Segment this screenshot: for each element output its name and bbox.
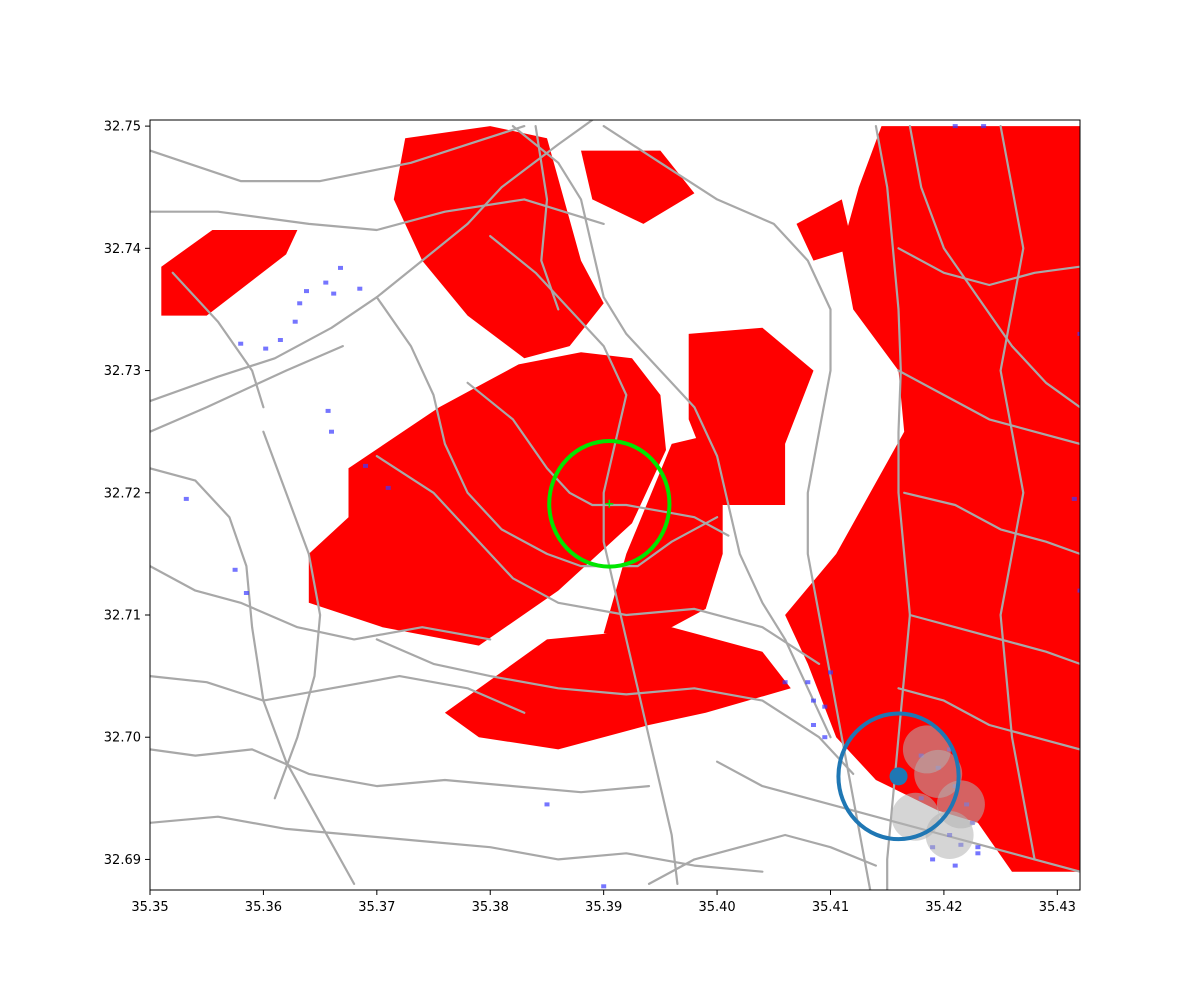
target-radius-circle — [547, 438, 672, 569]
building-footprint — [243, 591, 249, 595]
road-line — [150, 467, 356, 886]
building-footprint — [805, 680, 811, 685]
axes-frame — [149, 119, 1081, 891]
building-footprint — [292, 319, 298, 324]
road-line — [897, 369, 1080, 445]
x-tick-label: 35.41 — [812, 900, 849, 915]
building-footprint — [828, 670, 833, 675]
y-tick-label: 32.70 — [104, 731, 141, 746]
x-tick-label: 35.42 — [925, 900, 962, 915]
building-footprint — [338, 265, 343, 270]
building-footprint — [1077, 331, 1080, 336]
road-line — [150, 120, 594, 403]
building-footprint — [1077, 588, 1080, 593]
x-tick-label: 35.39 — [585, 900, 622, 915]
building-footprint — [601, 884, 607, 889]
building-footprint — [822, 704, 828, 709]
road-line — [466, 381, 730, 537]
road-line — [150, 815, 764, 873]
building-footprint — [782, 680, 788, 685]
building-footprint — [822, 735, 828, 740]
x-tick-label: 35.37 — [358, 900, 395, 915]
road-line — [150, 674, 526, 714]
x-tick-label: 35.40 — [698, 900, 735, 915]
y-tick-label: 32.72 — [104, 486, 141, 501]
burned-area-patch — [308, 352, 666, 646]
building-footprint — [277, 338, 283, 342]
road-line — [897, 687, 1080, 751]
y-tick-label: 32.74 — [104, 242, 141, 257]
building-footprint — [952, 124, 958, 129]
burned-area-patch — [904, 248, 956, 395]
building-footprint — [183, 496, 189, 501]
road-line — [150, 345, 344, 433]
road-line — [903, 491, 1080, 556]
road-line — [999, 124, 1036, 861]
road-line — [602, 124, 872, 890]
x-tick-label: 35.36 — [245, 900, 282, 915]
building-footprint — [323, 280, 329, 285]
building-footprint — [975, 851, 981, 856]
building-footprint — [811, 698, 816, 703]
road-line — [489, 235, 679, 886]
y-tick-label: 32.75 — [104, 120, 141, 135]
road-line — [874, 124, 912, 890]
building-footprint — [385, 485, 391, 490]
road-line — [262, 430, 322, 800]
road-line — [150, 748, 651, 794]
burned-area-patch — [688, 327, 814, 505]
road-line — [150, 198, 605, 232]
x-axis: 35.35 35.36 35.37 35.38 35.39 35.40 35.41 35.42… — [131, 890, 1076, 915]
building-footprint — [811, 723, 816, 727]
burned-area-patch — [444, 627, 791, 750]
x-tick-label: 35.43 — [1039, 900, 1076, 915]
road-line — [647, 833, 878, 886]
building-footprint — [357, 286, 363, 291]
building-footprint — [329, 429, 334, 434]
x-tick-label: 35.35 — [131, 900, 168, 915]
town-radius-circle — [836, 711, 961, 842]
y-tick-label: 32.71 — [104, 609, 141, 624]
building-footprint — [331, 291, 337, 296]
building-footprint — [952, 863, 958, 868]
burned-area-patch — [796, 199, 854, 261]
building-footprint — [232, 567, 238, 572]
town-center-dot — [889, 767, 908, 786]
plot-area — [150, 120, 1080, 890]
burned-area-patch — [161, 230, 298, 316]
building-footprint — [981, 124, 987, 129]
road-line — [534, 124, 560, 311]
marker-layer — [547, 438, 985, 859]
building-footprint — [304, 289, 309, 294]
road-line — [897, 247, 1080, 287]
y-tick-label: 32.69 — [104, 853, 141, 868]
building-footprint — [297, 301, 303, 306]
road-line — [375, 638, 855, 776]
road-line — [511, 124, 832, 739]
building-footprint — [544, 802, 550, 807]
y-tick-label: 32.73 — [104, 364, 141, 379]
road-line — [171, 271, 265, 409]
y-axis: 32.69 32.70 32.71 32.72 32.73 32.74 32.75 — [104, 120, 150, 868]
road-line — [375, 455, 821, 666]
burned-area-patch — [581, 150, 695, 224]
road-network-layer — [150, 120, 1080, 890]
building-footprint — [325, 408, 331, 413]
building-footprint — [930, 857, 936, 862]
road-line — [908, 613, 1080, 666]
building-footprint — [238, 341, 244, 346]
road-line — [908, 124, 1080, 409]
road-line — [150, 564, 492, 641]
building-footprint — [363, 463, 368, 468]
town-halo — [891, 792, 940, 841]
building-footprint — [1071, 496, 1077, 501]
road-line — [375, 296, 719, 568]
x-tick-label: 35.38 — [472, 900, 509, 915]
road-line — [150, 124, 526, 183]
building-footprint — [975, 845, 981, 850]
building-footprint — [263, 346, 269, 351]
